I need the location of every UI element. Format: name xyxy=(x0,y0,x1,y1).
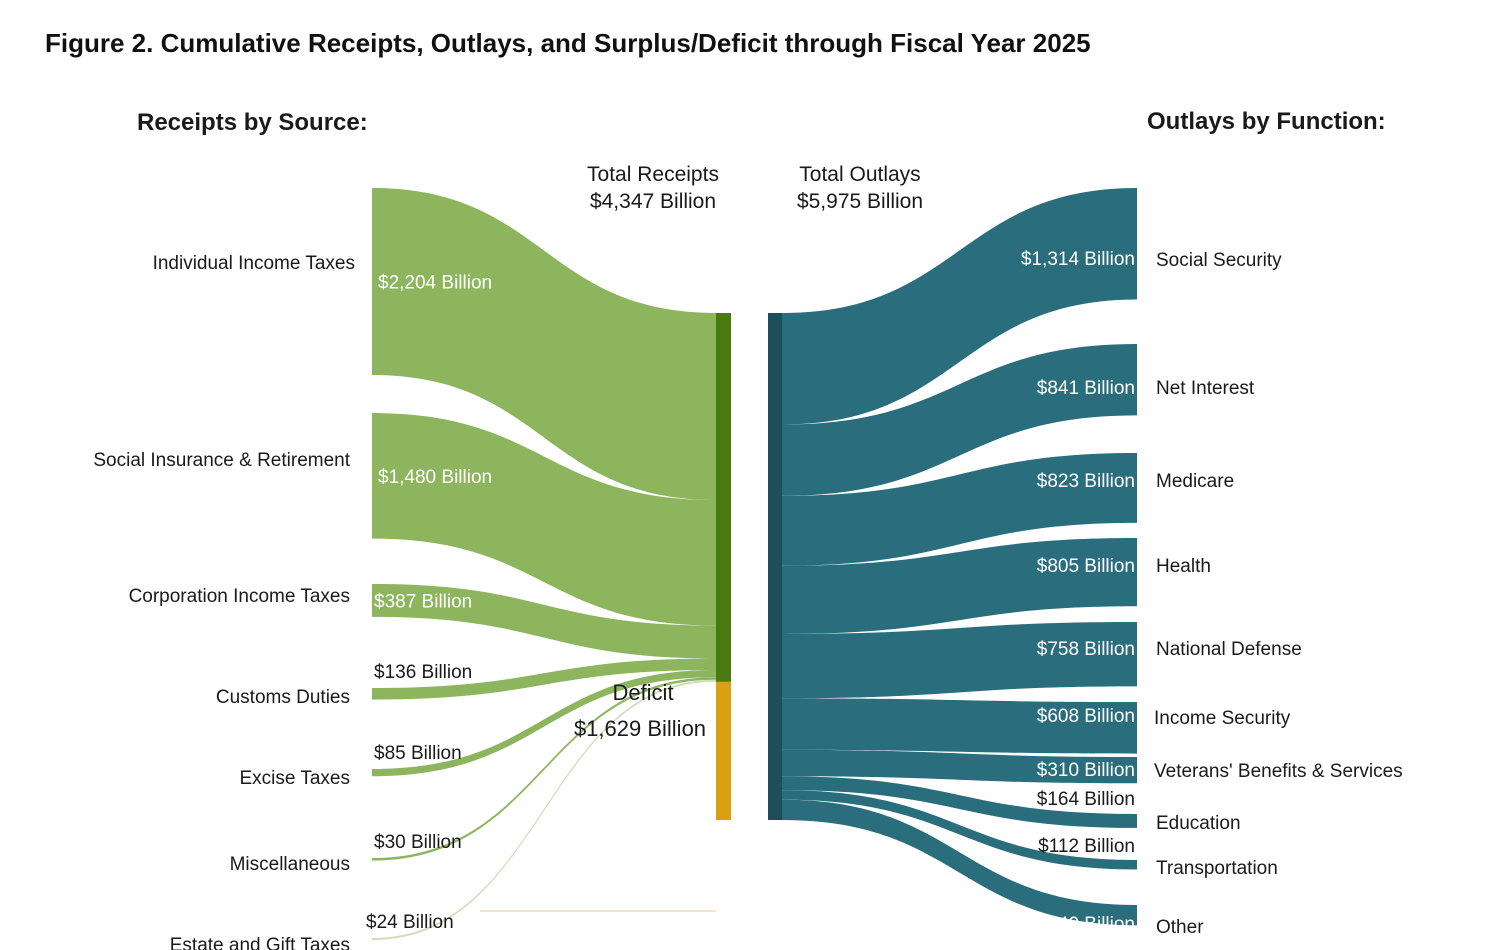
outlay-value-health: $805 Billion xyxy=(1037,556,1135,577)
receipt-value-corporation-income-taxes: $387 Billion xyxy=(374,591,472,612)
receipt-label-social-insurance-retirement: Social Insurance & Retirement xyxy=(93,450,350,471)
deficit-label: Deficit xyxy=(612,680,673,705)
outlay-flow-veterans-benefits-services xyxy=(782,749,1137,784)
outlay-value-national-defense: $758 Billion xyxy=(1037,639,1135,660)
outlay-value-veterans-benefits-services: $310 Billion xyxy=(1037,760,1135,781)
outlay-flow-income-security xyxy=(782,698,1137,754)
total-receipts-bar xyxy=(716,313,731,682)
outlay-label-veterans-benefits-services: Veterans' Benefits & Services xyxy=(1154,761,1403,782)
outlay-label-medicare: Medicare xyxy=(1156,471,1234,492)
receipt-label-customs-duties: Customs Duties xyxy=(216,687,350,708)
receipt-label-individual-income-taxes: Individual Income Taxes xyxy=(153,253,355,274)
receipt-flow-excise-taxes xyxy=(372,669,716,777)
total-outlays-bar xyxy=(768,313,782,820)
total-outlays-value: $5,975 Billion xyxy=(797,190,923,213)
outlay-value-transportation: $112 Billion xyxy=(1038,836,1135,857)
receipt-value-customs-duties: $136 Billion xyxy=(374,662,472,683)
receipt-label-estate-and-gift-taxes: Estate and Gift Taxes xyxy=(170,935,350,950)
outlay-value-net-interest: $841 Billion xyxy=(1037,378,1135,399)
receipt-value-individual-income-taxes: $2,204 Billion xyxy=(378,273,492,294)
outlay-value-medicare: $823 Billion xyxy=(1037,471,1135,492)
outlay-label-transportation: Transportation xyxy=(1156,858,1278,879)
outlay-value-other: $240 Billion xyxy=(1037,914,1135,935)
receipt-flow-customs-duties xyxy=(372,658,716,700)
receipt-label-excise-taxes: Excise Taxes xyxy=(239,768,350,789)
deficit-bar xyxy=(716,681,731,820)
receipt-value-excise-taxes: $85 Billion xyxy=(374,743,462,764)
receipt-label-miscellaneous: Miscellaneous xyxy=(230,854,350,875)
outlay-flow-social-security xyxy=(782,188,1137,425)
outlay-value-education: $164 Billion xyxy=(1037,789,1135,810)
total-receipts-value: $4,347 Billion xyxy=(590,190,716,213)
outlay-label-other: Other xyxy=(1156,917,1204,938)
outlay-flow-net-interest xyxy=(782,344,1137,496)
outlay-flow-health xyxy=(782,538,1137,635)
receipt-flow-miscellaneous xyxy=(372,677,716,861)
outlay-flow-education xyxy=(782,776,1137,828)
outlay-value-social-security: $1,314 Billion xyxy=(1021,249,1135,270)
receipt-flow-individual-income-taxes xyxy=(372,188,716,501)
outlay-flow-other xyxy=(782,799,1137,926)
outlay-flow-transportation xyxy=(782,790,1137,870)
outlays-heading: Outlays by Function: xyxy=(1147,108,1386,135)
outlay-label-health: Health xyxy=(1156,556,1211,577)
receipt-flow-social-insurance-retirement xyxy=(372,413,716,626)
outlay-value-income-security: $608 Billion xyxy=(1037,706,1135,727)
receipt-label-corporation-income-taxes: Corporation Income Taxes xyxy=(129,586,350,607)
outlay-flow-medicare xyxy=(782,453,1137,566)
receipt-value-social-insurance-retirement: $1,480 Billion xyxy=(378,467,492,488)
receipt-flow-estate-and-gift-taxes xyxy=(372,679,716,941)
receipt-value-estate-and-gift-taxes: $24 Billion xyxy=(366,912,454,933)
outlay-label-national-defense: National Defense xyxy=(1156,639,1302,660)
outlay-label-income-security: Income Security xyxy=(1154,708,1291,729)
receipt-value-miscellaneous: $30 Billion xyxy=(374,832,462,853)
outlay-flow-national-defense xyxy=(782,622,1137,699)
total-outlays-label: Total Outlays xyxy=(799,163,920,186)
outlay-label-net-interest: Net Interest xyxy=(1156,378,1255,399)
total-receipts-label: Total Receipts xyxy=(587,163,719,186)
receipt-flow-corporation-income-taxes xyxy=(372,584,716,659)
outlay-label-social-security: Social Security xyxy=(1156,250,1282,271)
deficit-value: $1,629 Billion xyxy=(574,716,706,741)
receipts-heading: Receipts by Source: xyxy=(137,109,368,136)
outlay-label-education: Education xyxy=(1156,813,1241,834)
figure-title: Figure 2. Cumulative Receipts, Outlays, … xyxy=(45,28,1091,58)
